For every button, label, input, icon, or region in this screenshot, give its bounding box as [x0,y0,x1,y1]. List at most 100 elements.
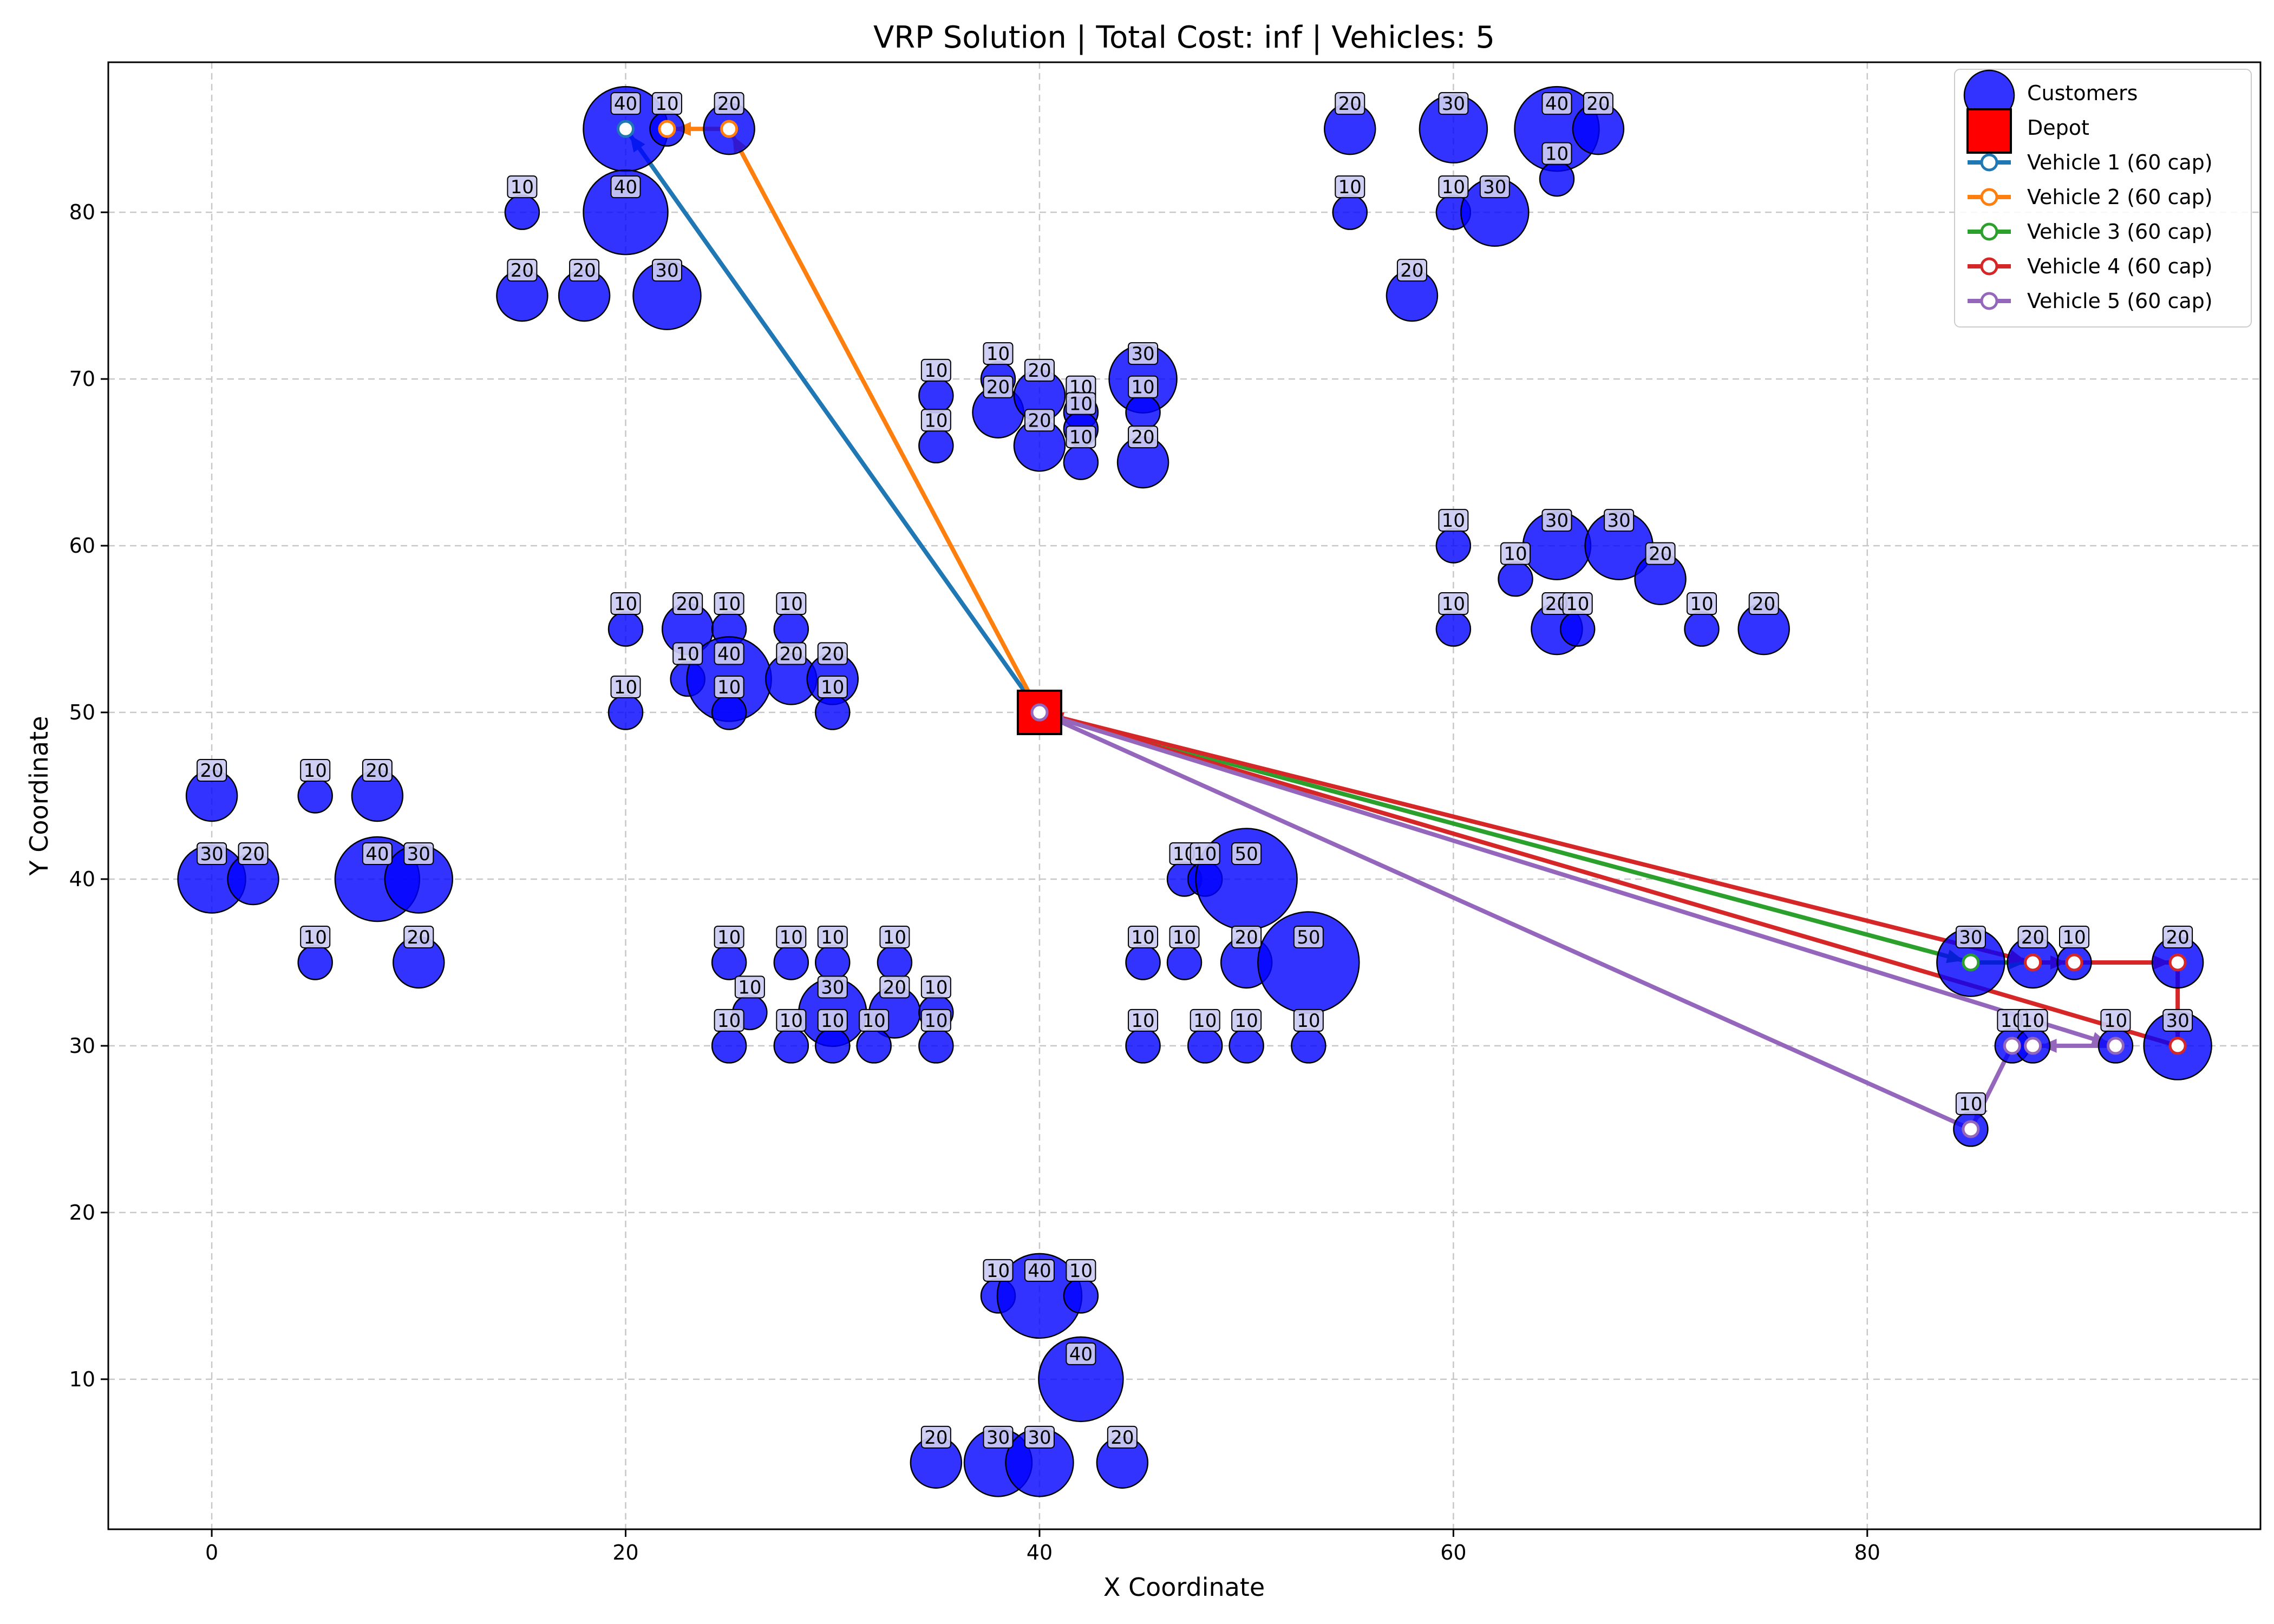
y-tick-label: 60 [69,534,95,558]
demand-label-box [983,342,1014,365]
demand-label-box [1128,342,1159,365]
demand-label: 30 [1483,176,1506,198]
route-node-vehicle-5 [2106,1037,2125,1055]
demand-label: 40 [717,643,741,665]
legend-label: Depot [2027,116,2089,140]
demand-labels: 40 10 20 10 40 20 20 30 20 30 40 20 10 10 10 30 20 10 10 20… [197,92,2193,1449]
customer-point [711,695,747,730]
demand-label: 40 [1069,1344,1093,1365]
x-axis-label: X Coordinate [1103,1573,1265,1602]
demand-label: 10 [780,927,803,948]
customer-point [1229,1028,1264,1064]
demand-label: 20 [1400,260,1423,281]
demand-label: 10 [1131,1010,1154,1032]
demand-label-box [2162,925,2193,948]
demand-label: 20 [1649,543,1672,565]
demand-label-box [672,642,703,665]
demand-label-box [1231,842,1262,865]
route-node-markers [617,120,2187,1138]
demand-label-box [403,842,434,865]
legend-label: Vehicle 5 (60 cap) [2027,289,2213,313]
demand-label: 20 [365,760,389,782]
customer-point [1187,1028,1223,1064]
demand-label-box [1500,542,1531,565]
demand-label: 10 [2062,927,2086,948]
demand-label-box [300,925,331,948]
demand-label-box [1024,1425,1055,1449]
y-tick-label: 80 [69,200,95,224]
x-tick-label: 40 [1027,1541,1053,1564]
demand-label: 10 [2104,1010,2127,1032]
legend-route-marker [1980,257,1998,276]
y-tick-label: 30 [69,1034,95,1058]
x-tick-label: 0 [205,1541,218,1564]
customer-point [918,428,954,464]
customer-point [773,945,809,980]
demand-label: 10 [1442,593,1465,615]
demand-label-box [300,759,331,782]
customer-point [773,611,809,647]
demand-label-box [1128,925,1159,948]
demand-label-box [920,1425,951,1449]
demand-label-box [920,975,951,999]
demand-label-box [610,175,641,199]
demand-label-box [672,592,703,615]
demand-label: 10 [1442,176,1465,198]
demand-label-box [507,259,538,282]
demand-label-box [920,409,951,432]
demand-label-box [1066,425,1096,449]
demand-label: 20 [1110,1427,1134,1449]
customer-point [1291,1028,1327,1064]
demand-label: 10 [511,176,534,198]
demand-label-box [817,975,848,999]
demand-label-box [2017,1009,2048,1032]
y-tick-label: 70 [69,367,95,391]
route-node-vehicle-1 [617,120,635,138]
demand-label-box [1438,92,1469,115]
demand-label: 30 [1608,510,1631,532]
route-node-vehicle-4 [2168,1037,2187,1055]
customer-point [1166,945,1203,980]
customer-point [877,945,913,980]
demand-label-box [1128,1009,1159,1032]
demand-label-box [714,92,744,115]
route-segment-vehicle-5 [1037,710,1973,1131]
demand-label-box [197,759,227,782]
plot-frame [107,61,2262,1530]
demand-label: 10 [738,977,761,998]
demand-label: 10 [717,1010,741,1032]
demand-label: 30 [821,977,844,998]
demand-label: 10 [821,927,844,948]
demand-label: 20 [1235,927,1258,948]
demand-label-box [1955,1092,1986,1115]
demand-label: 10 [780,1010,803,1032]
demand-label-box [1583,92,1613,115]
demand-label: 30 [1545,510,1569,532]
demand-label: 10 [1235,1010,1258,1032]
demand-label: 50 [1297,927,1320,948]
demand-label: 10 [1338,176,1362,198]
demand-label-box [920,358,951,382]
customer-point [297,945,333,980]
demand-label: 10 [1131,927,1154,948]
x-tick-label: 20 [612,1541,638,1564]
demand-label: 20 [1028,410,1051,431]
demand-label: 30 [655,260,678,281]
demand-label: 10 [1131,377,1154,398]
customer-point [297,778,333,814]
demand-label-box [569,259,600,282]
demand-label: 30 [2166,1010,2189,1032]
demand-label-box [714,642,744,665]
customer-point [711,945,747,980]
customer-point [504,194,540,230]
axis-ticks: 0 20 40 60 80 10 20 30 40 50 60 70 80 [69,200,1880,1564]
demand-label: 30 [1028,1427,1051,1449]
demand-label-box [817,1009,848,1032]
legend: Customers Depot Vehicle 1 (60 cap) Vehicle … [1954,69,2252,328]
demand-label: 10 [676,643,700,665]
demand-label-box [238,842,269,865]
customer-point [1038,1336,1124,1423]
route-node-vehicle-5 [1962,1120,1980,1138]
demand-label-box [2059,925,2090,948]
demand-label: 20 [676,593,700,615]
